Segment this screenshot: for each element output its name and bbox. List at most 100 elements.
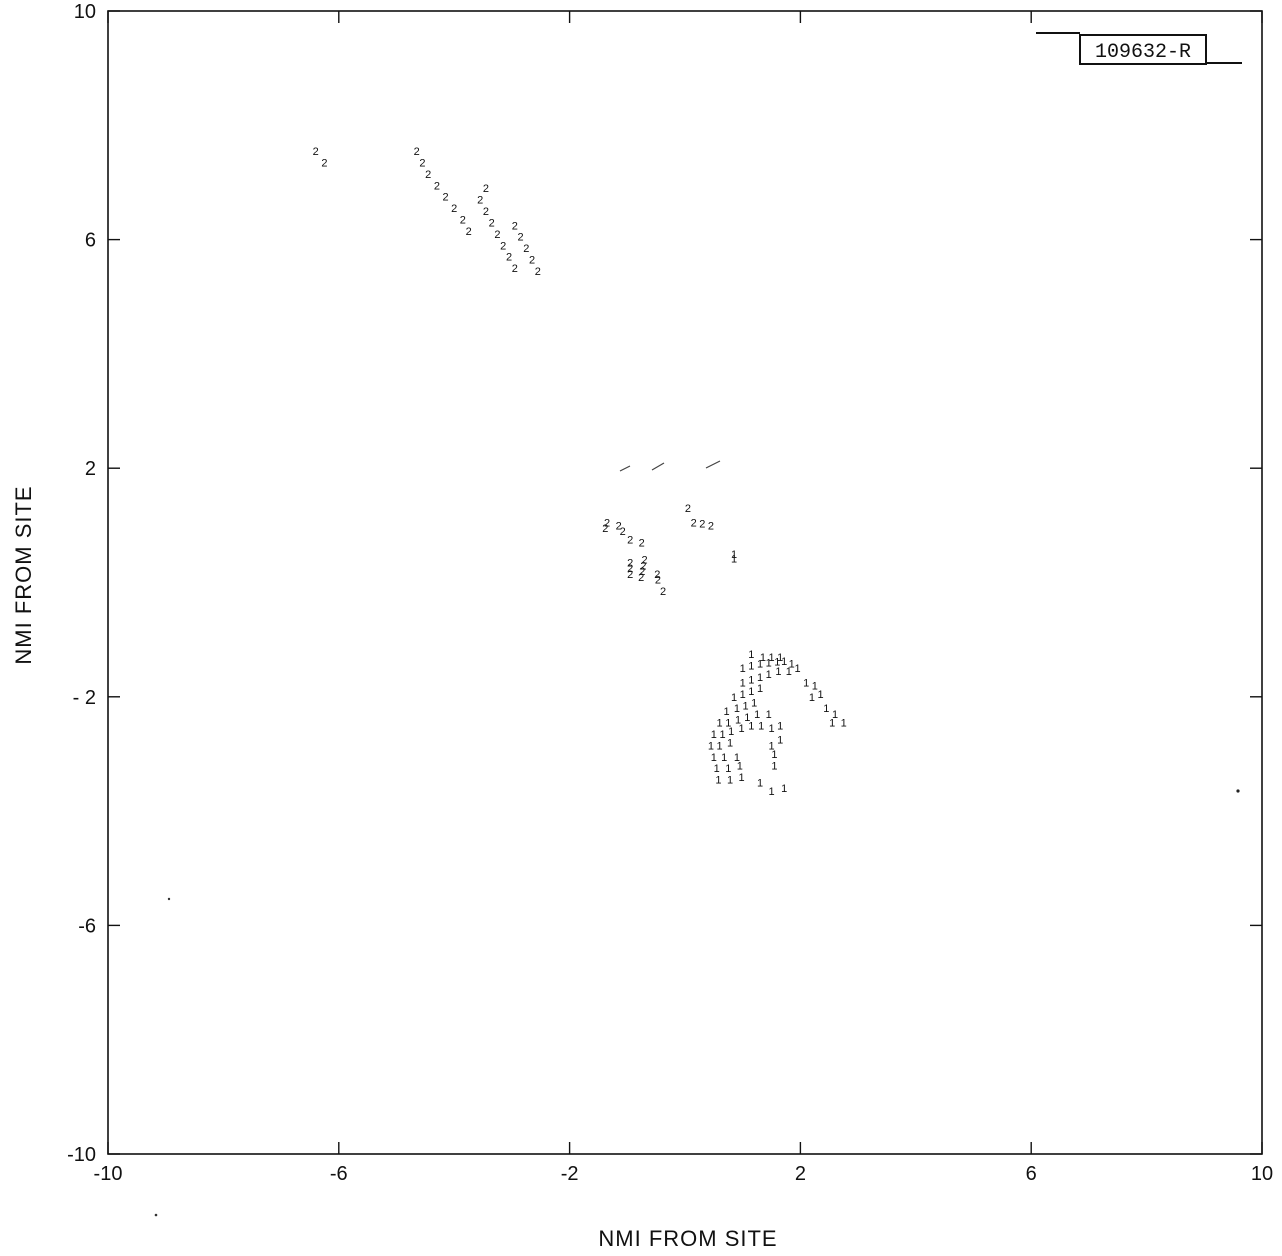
data-point-1: 1: [781, 656, 787, 668]
data-point-1: 1: [766, 709, 772, 721]
y-tick-label: 2: [85, 458, 96, 480]
data-point-2: 2: [655, 575, 661, 587]
data-point-1: 1: [717, 740, 723, 752]
data-point-2: 2: [460, 215, 466, 227]
data-point-1: 1: [734, 752, 740, 764]
data-point-1: 1: [748, 675, 754, 687]
data-point-1: 1: [777, 735, 783, 747]
data-point-1: 1: [737, 760, 743, 772]
x-tick-label: -6: [330, 1163, 348, 1185]
data-point-1: 1: [809, 692, 815, 704]
data-point-1: 1: [777, 652, 783, 664]
data-point-1: 1: [818, 689, 824, 701]
plot-frame: [107, 10, 1263, 1155]
data-point-1: 1: [768, 723, 774, 735]
data-point-2: 2: [483, 206, 489, 218]
data-point-1: 1: [740, 689, 746, 701]
x-tick-labels: -10 -6 -2 2 6 10: [94, 1163, 1274, 1185]
data-point-2: 2: [523, 243, 529, 255]
x-tick-label: -10: [94, 1163, 123, 1185]
data-point-1: 1: [727, 738, 733, 750]
data-point-1: 1: [740, 663, 746, 675]
data-point-2: 2: [602, 523, 608, 535]
stray-stroke: [651, 462, 665, 471]
data-point-1: 1: [758, 720, 764, 732]
data-point-2: 2: [512, 263, 518, 275]
data-point-1: 1: [768, 740, 774, 752]
data-point-2: 2: [627, 557, 633, 569]
data-point-1: 1: [775, 666, 781, 678]
x-tick-label: 6: [1026, 1163, 1037, 1185]
data-point-1: 1: [721, 752, 727, 764]
axis-ticks: [107, 10, 1263, 1155]
figure-id-box: 109632-R: [1036, 32, 1242, 65]
data-point-2: 2: [512, 220, 518, 232]
data-point-1: 1: [725, 763, 731, 775]
data-point-2: 2: [691, 517, 697, 529]
data-point-1: 1: [754, 709, 760, 721]
data-point-1: 1: [738, 723, 744, 735]
data-point-1: 1: [748, 686, 754, 698]
data-point-1: 1: [731, 692, 737, 704]
data-point-1: 1: [738, 772, 744, 784]
data-point-1: 1: [735, 715, 741, 727]
data-point-2: 2: [494, 229, 500, 241]
data-point-1: 1: [731, 553, 737, 565]
data-point-1: 1: [715, 775, 721, 787]
data-point-2: 2: [506, 252, 512, 264]
data-point-1: 1: [832, 709, 838, 721]
data-point-1: 1: [740, 678, 746, 690]
stray-dot: [154, 1213, 158, 1217]
data-point-1: 1: [757, 659, 763, 671]
data-point-1: 1: [794, 663, 800, 675]
data-point-2: 2: [660, 586, 666, 598]
data-point-1: 1: [789, 659, 795, 671]
data-point-2: 2: [639, 566, 645, 578]
data-point-2: 2: [535, 266, 541, 278]
data-point-1: 1: [768, 786, 774, 798]
data-point-2: 2: [627, 563, 633, 575]
data-point-2: 2: [442, 192, 448, 204]
data-point-1: 1: [708, 740, 714, 752]
data-point-2: 2: [627, 535, 633, 547]
stray-stroke: [705, 460, 721, 469]
stray-dot: [167, 897, 171, 901]
data-point-1: 1: [723, 706, 729, 718]
x-axis-label: NMI FROM SITE: [598, 1226, 777, 1251]
data-point-2: 2: [321, 157, 327, 169]
data-point-1: 1: [719, 729, 725, 741]
data-point-1: 1: [711, 729, 717, 741]
data-point-2: 2: [489, 217, 495, 229]
data-point-2: 2: [529, 255, 535, 267]
y-axis-label: NMI FROM SITE: [11, 485, 36, 664]
data-point-1: 1: [766, 669, 772, 681]
data-point-1: 1: [812, 680, 818, 692]
data-point-1: 1: [774, 656, 780, 668]
y-tick-label: - 2: [73, 687, 96, 709]
data-point-1: 1: [727, 775, 733, 787]
data-point-2: 2: [483, 183, 489, 195]
y-tick-label: -6: [78, 915, 96, 937]
data-point-2: 2: [642, 555, 648, 567]
data-point-1: 1: [743, 700, 749, 712]
x-tick-label: 2: [795, 1163, 806, 1185]
data-point-1: 1: [777, 720, 783, 732]
data-point-1: 1: [781, 783, 787, 795]
data-point-2: 2: [640, 560, 646, 572]
data-point-2: 2: [477, 195, 483, 207]
data-point-2: 2: [620, 526, 626, 538]
data-point-2: 2: [419, 157, 425, 169]
figure-id: 109632-R: [1095, 41, 1191, 64]
data-point-1: 1: [760, 652, 766, 664]
data-point-2: 2: [466, 226, 472, 238]
data-point-1: 1: [728, 726, 734, 738]
data-point-2: 2: [425, 169, 431, 181]
data-point-1: 1: [748, 720, 754, 732]
data-point-1: 1: [757, 778, 763, 790]
x-tick-label: 10: [1251, 1163, 1273, 1185]
data-point-2: 2: [639, 537, 645, 549]
data-point-1: 1: [748, 660, 754, 672]
data-point-2: 2: [627, 569, 633, 581]
